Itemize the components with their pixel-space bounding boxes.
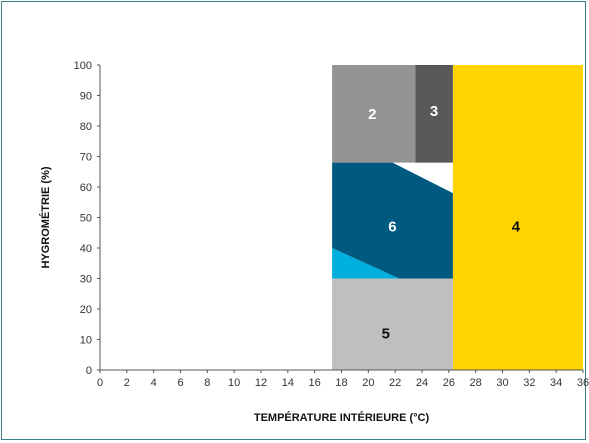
x-tick-label: 18 xyxy=(335,377,347,389)
y-tick-label: 10 xyxy=(80,335,92,347)
region-6 xyxy=(332,162,453,279)
region-label-4: 4 xyxy=(512,219,521,236)
region-label-6: 6 xyxy=(388,219,396,236)
y-tick-label: 50 xyxy=(80,213,92,225)
y-tick-label: 0 xyxy=(86,365,92,377)
region-label-5: 5 xyxy=(382,325,390,342)
region-labels: 1 4 5 2 3 6 xyxy=(217,103,521,343)
x-tick-label: 0 xyxy=(97,377,103,389)
region-label-2: 2 xyxy=(368,106,376,123)
x-tick-label: 14 xyxy=(282,377,294,389)
x-tick-label: 6 xyxy=(177,377,183,389)
x-tick-label: 4 xyxy=(151,377,157,389)
x-tick-label: 26 xyxy=(443,377,455,389)
region-5 xyxy=(332,278,453,370)
y-tick-label: 90 xyxy=(80,91,92,103)
chart-regions xyxy=(100,65,583,370)
region-label-3: 3 xyxy=(430,103,438,120)
region-3 xyxy=(415,65,453,163)
x-tick-label: 10 xyxy=(228,377,240,389)
x-tick-label: 22 xyxy=(389,377,401,389)
x-tick-label: 34 xyxy=(550,377,562,389)
y-tick-label: 70 xyxy=(80,152,92,164)
x-tick-label: 30 xyxy=(496,377,508,389)
x-tick-label: 2 xyxy=(124,377,130,389)
region-2 xyxy=(332,65,416,163)
x-axis-title: TEMPÉRATURE INTÉRIEURE (°C) xyxy=(254,411,430,424)
x-tick-label: 16 xyxy=(309,377,321,389)
y-tick-label: 80 xyxy=(80,121,92,133)
x-tick-label: 36 xyxy=(577,377,589,389)
x-tick-label: 12 xyxy=(255,377,267,389)
y-tick-label: 20 xyxy=(80,304,92,316)
region-label-1: 1 xyxy=(217,219,225,236)
y-tick-label: 40 xyxy=(80,243,92,255)
x-tick-label: 32 xyxy=(523,377,535,389)
y-tick-label: 30 xyxy=(80,274,92,286)
y-axis-title: HYGROMÉTRIE (%) xyxy=(39,166,52,268)
x-tick-label: 8 xyxy=(204,377,210,389)
x-tick-label: 28 xyxy=(470,377,482,389)
x-tick-label: 24 xyxy=(416,377,428,389)
chart-axes: 0 2 4 6 8 10 12 14 16 18 20 22 24 26 28 30 32 34 360102030… xyxy=(74,60,589,389)
region-4 xyxy=(452,65,583,370)
y-tick-label: 60 xyxy=(80,182,92,194)
y-tick-label: 100 xyxy=(74,60,92,72)
x-tick-label: 20 xyxy=(362,377,374,389)
